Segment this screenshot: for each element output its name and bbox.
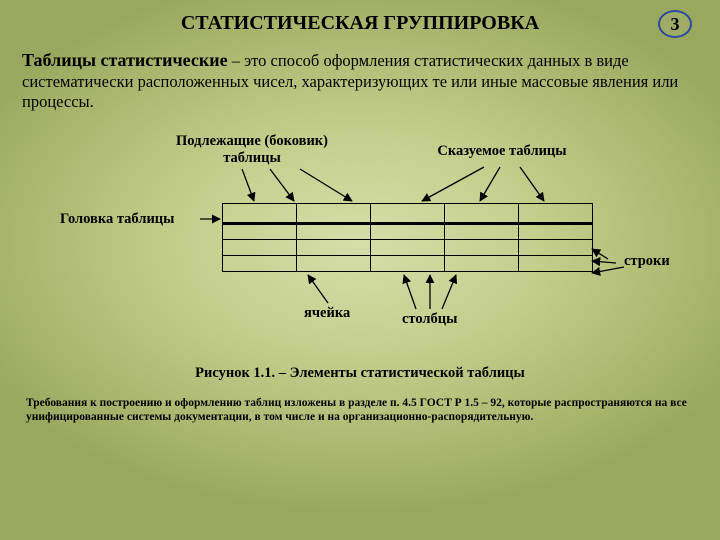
- table-diagram: Подлежащие (боковик) таблицы Сказуемое т…: [32, 131, 688, 361]
- arrows-layer: [32, 131, 688, 361]
- intro-lead: Таблицы статистические: [22, 50, 228, 70]
- footnote-text: Требования к построению и оформлению таб…: [22, 396, 698, 425]
- page-title: СТАТИСТИЧЕСКАЯ ГРУППИРОВКА: [22, 12, 698, 35]
- page-number-badge: 3: [658, 10, 692, 38]
- figure-caption: Рисунок 1.1. – Элементы статистической т…: [22, 365, 698, 382]
- intro-text: Таблицы статистические – это способ офор…: [22, 49, 698, 113]
